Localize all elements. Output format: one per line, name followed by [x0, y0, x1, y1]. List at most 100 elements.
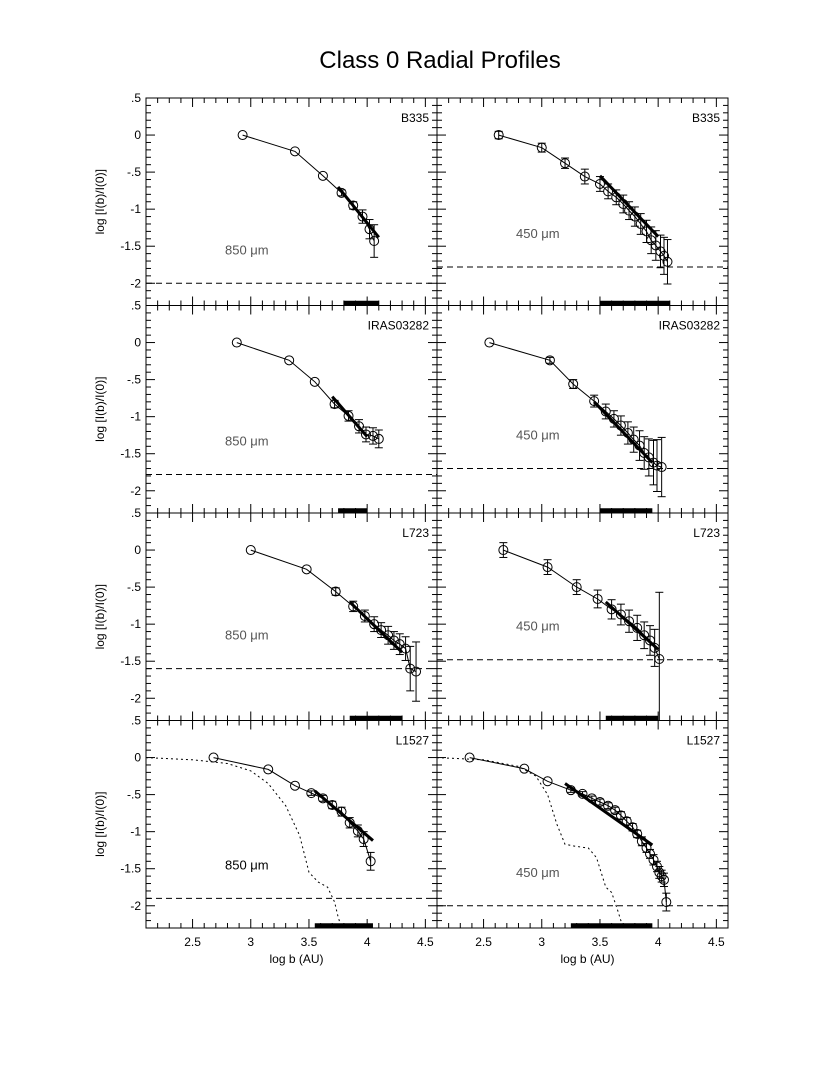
panel-l723-450-frame: [436, 512, 729, 721]
y-tick-label: 0: [134, 128, 141, 142]
panel-iras03282-850-plot-area: [146, 337, 437, 513]
panel-l1527-450-data-point: [464, 752, 475, 763]
y-tick-label: -1: [130, 825, 141, 839]
panel-l1527-450-data-point: [632, 828, 643, 839]
y-tick-label: -1: [130, 617, 141, 631]
panel-l1527-450-data-point: [645, 848, 656, 859]
panel-l1527-850-data-point: [336, 806, 347, 817]
x-axis-label: log b (AU): [560, 952, 614, 966]
panel-l1527-850-profile-line: [213, 757, 372, 862]
panel-b335-450-data-point: [493, 130, 504, 141]
panel-iras03282-850-data-point: [309, 376, 320, 387]
y-tick-label: -.5: [127, 165, 141, 179]
panel-b335-850-data-point: [289, 146, 300, 157]
panel-l1527-850-frame: [145, 720, 438, 929]
panel-l723-450-data-point: [624, 616, 635, 627]
y-axis-label: log [I(b)/I(0)]: [93, 377, 107, 442]
panel-l1527-450-data-point: [610, 805, 621, 816]
x-tick-label: 4.5: [417, 935, 434, 949]
panel-iras03282-450-data-point: [622, 427, 633, 438]
panel-iras03282-850: .5 0 -.5 -1 -1.5 -2 log [I(b)/I(0)] IRAS03282 85…: [93, 299, 438, 514]
y-tick-label: -.5: [127, 580, 141, 594]
panel-l723-850-data-point: [301, 564, 312, 575]
panel-l723-450-source-label: L723: [693, 526, 720, 540]
panel-iras03282-850-data-point: [231, 337, 242, 348]
panel-b335-450-plot-area: [437, 130, 728, 306]
y-tick-label: -1.5: [120, 654, 141, 668]
panel-iras03282-850-data-point: [360, 429, 371, 440]
panel-b335-450-data-point: [658, 250, 669, 261]
panel-iras03282-450-data-point: [544, 355, 555, 366]
panel-b335-850-data-point: [357, 211, 368, 222]
y-tick-label: -1.5: [120, 862, 141, 876]
panel-l1527-450-ticks: [436, 720, 729, 929]
panel-l723-850-data-point: [245, 545, 256, 556]
panel-b335-850-wavelength-label: 850 μm: [225, 242, 269, 257]
panel-l1527-850-plot-area: [146, 752, 437, 928]
panel-iras03282-850-data-point: [354, 421, 365, 432]
panel-b335-450-ticks: [436, 97, 729, 306]
panel-l1527-850-data-point: [327, 799, 338, 810]
panel-iras03282-450-ticks: [436, 305, 729, 514]
panel-l723-850-plot-area: [146, 545, 437, 721]
panel-l723-450-data-point: [639, 630, 650, 641]
panel-l1527-850-wavelength-label: 850 μm: [225, 857, 269, 872]
panel-l723-850-data-point: [411, 666, 422, 677]
panel-iras03282-850-data-point: [284, 355, 295, 366]
panel-l1527-450-data-point: [586, 793, 597, 804]
y-tick-label: .5: [131, 299, 141, 313]
y-axis-label: log [I(b)/I(0)]: [93, 584, 107, 649]
panel-l1527-450-plot-area: [437, 752, 728, 928]
panel-b335-450-data-point: [579, 171, 590, 182]
panel-l723-450-data-point: [615, 609, 626, 620]
panel-l1527-450-data-point: [648, 854, 659, 865]
y-tick-label: -1.5: [120, 239, 141, 253]
panel-l1527-850-data-point: [306, 788, 317, 799]
y-tick-label: -.5: [127, 373, 141, 387]
panel-l723-450-data-point: [592, 593, 603, 604]
x-tick-label: 3.5: [592, 935, 609, 949]
y-tick-label: -2: [130, 691, 141, 705]
panel-iras03282-450-data-point: [615, 420, 626, 431]
figure-title: Class 0 Radial Profiles: [319, 47, 560, 74]
panel-b335-850: .5 0 -.5 -1 -1.5 -2 log [I(b)/I(0)] B335 850 μm: [93, 91, 438, 306]
panel-l723-450-data-point: [542, 562, 553, 573]
panel-l1527-450-data-point: [565, 785, 576, 796]
panel-l723-450-profile-line: [503, 549, 660, 660]
panel-l723-450-wavelength-label: 450 μm: [516, 619, 560, 634]
panel-b335-450-data-point: [635, 218, 646, 229]
panel-b335-450-frame: [436, 97, 729, 306]
panel-iras03282-850-frame: [145, 305, 438, 514]
panel-l1527-450-data-point: [621, 816, 632, 827]
panel-b335-450-profile-line: [498, 134, 668, 263]
panel-l1527-450-data-point: [627, 822, 638, 833]
panel-l1527-450-data-point: [615, 810, 626, 821]
panel-l723-450-data-point: [632, 622, 643, 633]
panel-l723-850-data-point: [405, 663, 416, 674]
panel-iras03282-850-data-point: [373, 433, 384, 444]
panel-l1527-450-data-point: [636, 836, 647, 847]
panel-l1527-850-data-point: [365, 856, 376, 867]
y-tick-label: -1: [130, 410, 141, 424]
panel-l1527-450-data-point: [658, 874, 669, 885]
panel-b335-850-data-point: [336, 187, 347, 198]
panel-l1527-850-data-point: [317, 793, 328, 804]
panel-l723-850-source-label: L723: [402, 526, 429, 540]
panel-l723-450: L723 450 μm: [436, 512, 729, 721]
panel-b335-450-data-point: [662, 256, 673, 267]
panel-iras03282-850-ticks: [145, 305, 438, 514]
y-tick-label: 0: [134, 336, 141, 350]
x-tick-label: 2.5: [475, 935, 492, 949]
panel-l723-850: .5 0 -.5 -1 -1.5 -2 log [I(b)/I(0)] L723 850 μm: [93, 506, 438, 721]
panel-l723-450-ticks: [436, 512, 729, 721]
y-tick-label: .5: [131, 91, 141, 105]
panel-b335-850-plot-area: [146, 130, 437, 306]
panel-l1527-450-wavelength-label: 450 μm: [516, 865, 560, 880]
panel-l1527-450-data-point: [661, 897, 672, 908]
panel-l1527-850-ticks: [145, 720, 438, 929]
panel-b335-850-source-label: B335: [401, 111, 429, 125]
panel-iras03282-450-data-point: [608, 413, 619, 424]
x-tick-label: 2.5: [184, 935, 201, 949]
